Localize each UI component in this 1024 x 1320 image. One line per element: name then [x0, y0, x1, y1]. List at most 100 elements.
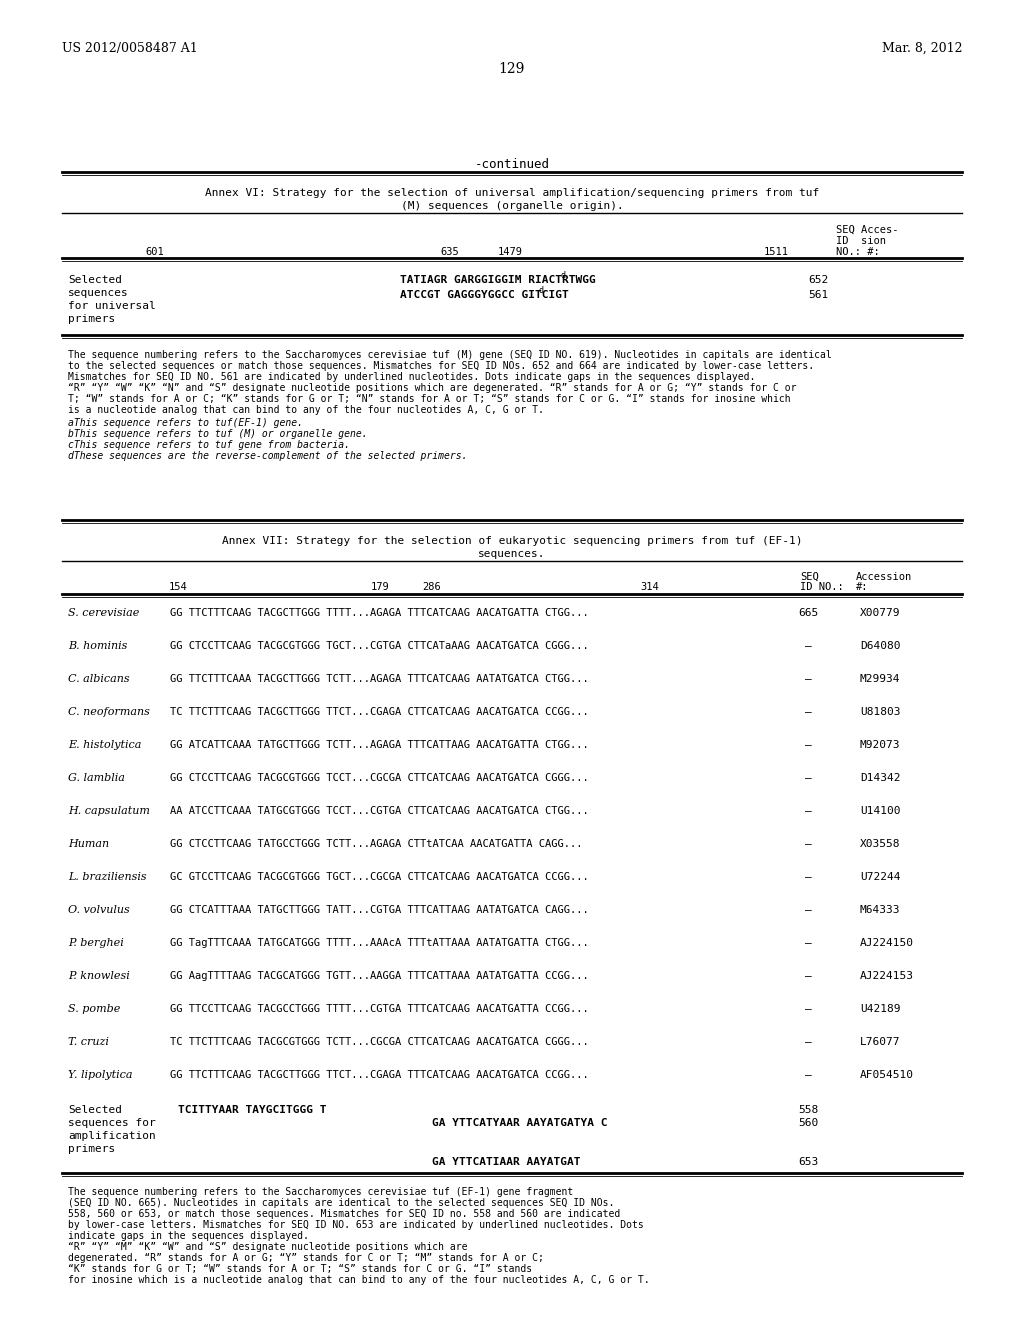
Text: Accession: Accession [856, 572, 912, 582]
Text: is a nucleotide analog that can bind to any of the four nucleotides A, C, G or T: is a nucleotide analog that can bind to … [68, 405, 544, 414]
Text: “K” stands for G or T; “W” stands for A or T; “S” stands for C or G. “I” stands: “K” stands for G or T; “W” stands for A … [68, 1265, 532, 1274]
Text: –: – [805, 1005, 811, 1014]
Text: Selected: Selected [68, 1105, 122, 1115]
Text: S. pombe: S. pombe [68, 1005, 121, 1014]
Text: M29934: M29934 [860, 675, 900, 684]
Text: 653: 653 [798, 1158, 818, 1167]
Text: 558, 560 or 653, or match those sequences. Mismatches for SEQ ID no. 558 and 560: 558, 560 or 653, or match those sequence… [68, 1209, 621, 1218]
Text: ID  sion: ID sion [836, 236, 886, 246]
Text: #:: #: [856, 582, 868, 591]
Text: –: – [805, 708, 811, 717]
Text: –: – [805, 972, 811, 981]
Text: L. braziliensis: L. braziliensis [68, 873, 146, 882]
Text: “R” “Y” “W” “K” “N” and “S” designate nucleotide positions which are degenerated: “R” “Y” “W” “K” “N” and “S” designate nu… [68, 383, 797, 393]
Text: The sequence numbering refers to the Saccharomyces cerevisiae tuf (M) gene (SEQ : The sequence numbering refers to the Sac… [68, 350, 831, 360]
Text: D64080: D64080 [860, 642, 900, 651]
Text: d: d [561, 271, 566, 280]
Text: TC TTCTTTCAAG TACGCGTGGG TCTT...CGCGA CTTCATCAAG AACATGATCA CGGG...: TC TTCTTTCAAG TACGCGTGGG TCTT...CGCGA CT… [170, 1038, 589, 1047]
Text: ID NO.:: ID NO.: [800, 582, 844, 591]
Text: AA ATCCTTCAAA TATGCGTGGG TCCT...CGTGA CTTCATCAAG AACATGATCA CTGG...: AA ATCCTTCAAA TATGCGTGGG TCCT...CGTGA CT… [170, 807, 589, 816]
Text: 635: 635 [440, 247, 460, 257]
Text: GG TTCCTTCAAG TACGCCTGGG TTTT...CGTGA TTTCATCAAG AACATGATTA CCGG...: GG TTCCTTCAAG TACGCCTGGG TTTT...CGTGA TT… [170, 1005, 589, 1014]
Text: E. histolytica: E. histolytica [68, 741, 141, 750]
Text: by lower-case letters. Mismatches for SEQ ID NO. 653 are indicated by underlined: by lower-case letters. Mismatches for SE… [68, 1220, 644, 1230]
Text: M64333: M64333 [860, 906, 900, 915]
Text: TC TTCTTTCAAG TACGCTTGGG TTCT...CGAGA CTTCATCAAG AACATGATCA CCGG...: TC TTCTTTCAAG TACGCTTGGG TTCT...CGAGA CT… [170, 708, 589, 717]
Text: O. volvulus: O. volvulus [68, 906, 130, 915]
Text: AJ224150: AJ224150 [860, 939, 914, 948]
Text: –: – [805, 1038, 811, 1047]
Text: GG AagTTTTAAG TACGCATGGG TGTT...AAGGA TTTCATTAAA AATATGATTA CCGG...: GG AagTTTTAAG TACGCATGGG TGTT...AAGGA TT… [170, 972, 589, 981]
Text: AJ224153: AJ224153 [860, 972, 914, 981]
Text: primers: primers [68, 314, 116, 323]
Text: –: – [805, 939, 811, 948]
Text: GG TTCTTTCAAG TACGCTTGGG TTTT...AGAGA TTTCATCAAG AACATGATTA CTGG...: GG TTCTTTCAAG TACGCTTGGG TTTT...AGAGA TT… [170, 609, 589, 618]
Text: 652: 652 [808, 275, 828, 285]
Text: SEQ: SEQ [800, 572, 819, 582]
Text: 154: 154 [169, 582, 187, 591]
Text: 314: 314 [641, 582, 659, 591]
Text: M92073: M92073 [860, 741, 900, 750]
Text: S. cerevisiae: S. cerevisiae [68, 609, 139, 618]
Text: ATCCGT GAGGGYGGCC GITCIGT: ATCCGT GAGGGYGGCC GITCIGT [400, 290, 568, 300]
Text: H. capsulatum: H. capsulatum [68, 807, 150, 816]
Text: 179: 179 [371, 582, 389, 591]
Text: sequences.: sequences. [478, 549, 546, 558]
Text: Mar. 8, 2012: Mar. 8, 2012 [882, 42, 962, 55]
Text: 558: 558 [798, 1105, 818, 1115]
Text: –: – [805, 906, 811, 915]
Text: GG ATCATTCAAA TATGCTTGGG TCTT...AGAGA TTTCATTAAG AACATGATTA CTGG...: GG ATCATTCAAA TATGCTTGGG TCTT...AGAGA TT… [170, 741, 589, 750]
Text: for inosine which is a nucleotide analog that can bind to any of the four nucleo: for inosine which is a nucleotide analog… [68, 1275, 649, 1284]
Text: for universal: for universal [68, 301, 156, 312]
Text: U14100: U14100 [860, 807, 900, 816]
Text: L76077: L76077 [860, 1038, 900, 1047]
Text: sequences for: sequences for [68, 1118, 156, 1129]
Text: 1479: 1479 [498, 247, 522, 257]
Text: Annex VII: Strategy for the selection of eukaryotic sequencing primers from tuf : Annex VII: Strategy for the selection of… [222, 536, 802, 546]
Text: –: – [805, 774, 811, 783]
Text: “R” “Y” “M” “K” “W” and “S” designate nucleotide positions which are: “R” “Y” “M” “K” “W” and “S” designate nu… [68, 1242, 468, 1251]
Text: -continued: -continued [474, 158, 550, 172]
Text: US 2012/0058487 A1: US 2012/0058487 A1 [62, 42, 198, 55]
Text: GA YTTCATIAAR AAYATGAT: GA YTTCATIAAR AAYATGAT [432, 1158, 581, 1167]
Text: U42189: U42189 [860, 1005, 900, 1014]
Text: aThis sequence refers to tuf(EF-1) gene.: aThis sequence refers to tuf(EF-1) gene. [68, 418, 303, 428]
Text: GG CTCCTTCAAG TATGCCTGGG TCTT...AGAGA CTTtATCAA AACATGATTA CAGG...: GG CTCCTTCAAG TATGCCTGGG TCTT...AGAGA CT… [170, 840, 583, 849]
Text: SEQ Acces-: SEQ Acces- [836, 224, 898, 235]
Text: d: d [539, 286, 544, 294]
Text: indicate gaps in the sequences displayed.: indicate gaps in the sequences displayed… [68, 1232, 309, 1241]
Text: –: – [805, 873, 811, 882]
Text: GA YTTCATYAAR AAYATGATYA C: GA YTTCATYAAR AAYATGATYA C [432, 1118, 607, 1129]
Text: GG TTCTTTCAAA TACGCTTGGG TCTT...AGAGA TTTCATCAAG AATATGATCA CTGG...: GG TTCTTTCAAA TACGCTTGGG TCTT...AGAGA TT… [170, 675, 589, 684]
Text: P. berghei: P. berghei [68, 939, 124, 948]
Text: amplification: amplification [68, 1131, 156, 1140]
Text: (SEQ ID NO. 665). Nucleotides in capitals are identical to the selected sequence: (SEQ ID NO. 665). Nucleotides in capital… [68, 1199, 614, 1208]
Text: X00779: X00779 [860, 609, 900, 618]
Text: P. knowlesi: P. knowlesi [68, 972, 130, 981]
Text: X03558: X03558 [860, 840, 900, 849]
Text: Y. lipolytica: Y. lipolytica [68, 1071, 132, 1080]
Text: TATIAGR GARGGIGGIM RIACTRTWGG: TATIAGR GARGGIGGIM RIACTRTWGG [400, 275, 596, 285]
Text: D14342: D14342 [860, 774, 900, 783]
Text: 665: 665 [798, 609, 818, 618]
Text: –: – [805, 1071, 811, 1080]
Text: dThese sequences are the reverse-complement of the selected primers.: dThese sequences are the reverse-complem… [68, 451, 468, 461]
Text: G. lamblia: G. lamblia [68, 774, 125, 783]
Text: U72244: U72244 [860, 873, 900, 882]
Text: Annex VI: Strategy for the selection of universal amplification/sequencing prime: Annex VI: Strategy for the selection of … [205, 187, 819, 198]
Text: AF054510: AF054510 [860, 1071, 914, 1080]
Text: bThis sequence refers to tuf (M) or organelle gene.: bThis sequence refers to tuf (M) or orga… [68, 429, 368, 440]
Text: GG CTCCTTCAAG TACGCGTGGG TGCT...CGTGA CTTCATaAAG AACATGATCA CGGG...: GG CTCCTTCAAG TACGCGTGGG TGCT...CGTGA CT… [170, 642, 589, 651]
Text: GG TTCTTTCAAG TACGCTTGGG TTCT...CGAGA TTTCATCAAG AACATGATCA CCGG...: GG TTCTTTCAAG TACGCTTGGG TTCT...CGAGA TT… [170, 1071, 589, 1080]
Text: GG TagTTTCAAA TATGCATGGG TTTT...AAAcA TTTtATTAAA AATATGATTA CTGG...: GG TagTTTCAAA TATGCATGGG TTTT...AAAcA TT… [170, 939, 589, 948]
Text: Selected: Selected [68, 275, 122, 285]
Text: TCITTYAAR TAYGCITGGG T: TCITTYAAR TAYGCITGGG T [178, 1105, 327, 1115]
Text: cThis sequence refers to tuf gene from bacteria.: cThis sequence refers to tuf gene from b… [68, 440, 350, 450]
Text: to the selected sequences or match those sequences. Mismatches for SEQ ID NOs. 6: to the selected sequences or match those… [68, 360, 814, 371]
Text: 560: 560 [798, 1118, 818, 1129]
Text: Mismatches for SEQ ID NO. 561 are indicated by underlined nucleotides. Dots indi: Mismatches for SEQ ID NO. 561 are indica… [68, 372, 756, 381]
Text: GG CTCATTTAAA TATGCTTGGG TATT...CGTGA TTTCATTAAG AATATGATCA CAGG...: GG CTCATTTAAA TATGCTTGGG TATT...CGTGA TT… [170, 906, 589, 915]
Text: T. cruzi: T. cruzi [68, 1038, 109, 1047]
Text: 286: 286 [423, 582, 441, 591]
Text: (M) sequences (organelle origin).: (M) sequences (organelle origin). [400, 201, 624, 211]
